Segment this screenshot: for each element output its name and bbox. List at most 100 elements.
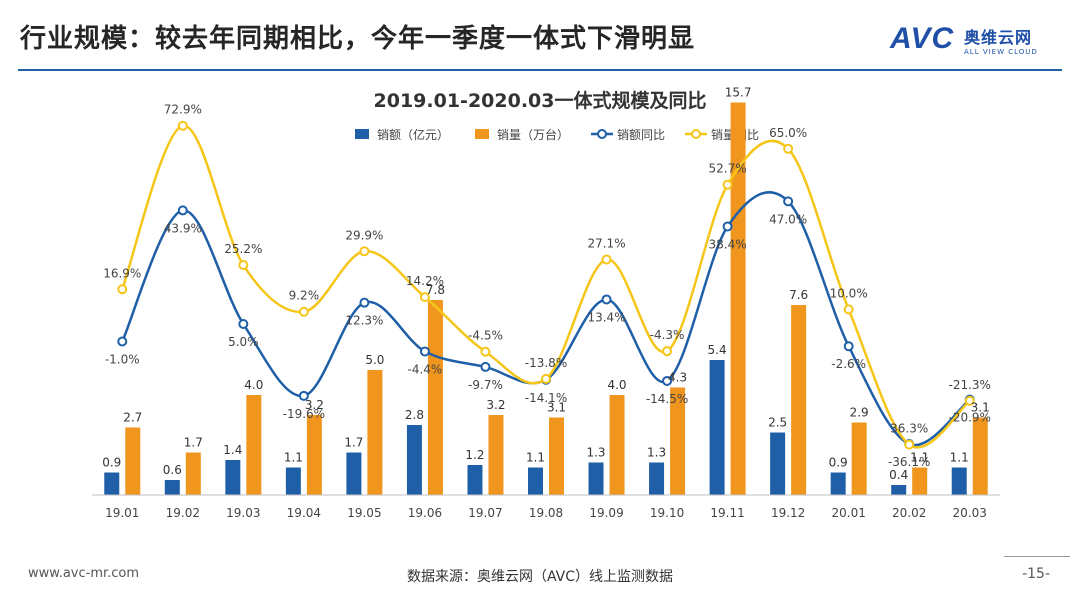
bar [972, 417, 988, 495]
line-value-label: 47.0% [769, 212, 807, 226]
legend-marker [691, 129, 701, 139]
logo-english-name: ALL VIEW CLOUD [964, 48, 1038, 56]
line-point [541, 373, 551, 384]
line-point [238, 260, 249, 271]
line-point [480, 361, 491, 372]
line-point [843, 304, 854, 315]
line-value-label: 13.4% [587, 310, 625, 324]
bar [770, 432, 786, 495]
bar [791, 305, 807, 495]
bar-value-label: 3.2 [305, 398, 324, 412]
bar-value-label: 1.1 [950, 451, 969, 465]
x-tick-label: 19.10 [650, 506, 684, 520]
chart-title: 2019.01-2020.03一体式规模及同比 [373, 90, 707, 112]
line-point [419, 346, 430, 357]
bar [125, 427, 141, 495]
legend-swatch [355, 129, 369, 139]
chart-legend: 销额（亿元） 销量（万台） 销额同比 销量同比 [355, 127, 759, 142]
bar [951, 467, 967, 495]
bar [709, 360, 725, 495]
bar-value-label: 1.3 [586, 446, 605, 460]
x-tick-label: 19.12 [771, 506, 805, 520]
bar-value-label: 1.4 [223, 443, 242, 457]
line-point [783, 143, 794, 154]
bar-value-label: 1.7 [184, 436, 203, 450]
line-value-label: -14.5% [646, 392, 688, 406]
x-tick-label: 20.01 [831, 506, 865, 520]
line-value-label: 36.3% [890, 422, 928, 436]
data-label-group: 0.9 0.6 1.4 1.1 1.7 2.8 1.2 1.1 1.3 1.3 5.4 2.5 0.9 0… [102, 86, 991, 483]
bar [830, 472, 846, 495]
line-value-label: -9.7% [468, 378, 503, 392]
bar [246, 395, 262, 495]
line-point [662, 375, 673, 386]
line-value-label: 72.9% [164, 103, 202, 117]
bar-value-label: 3.1 [547, 401, 566, 415]
avc-logo: AVC 奥维云网 ALL VIEW CLOUD [890, 22, 1060, 62]
bar-value-label: 2.9 [850, 406, 869, 420]
bar-value-label: 7.8 [426, 283, 445, 297]
bar [367, 370, 383, 495]
bar [891, 485, 907, 495]
bar-value-label: 1.7 [344, 436, 363, 450]
legend-item: 销额同比 [591, 128, 665, 142]
bar [427, 300, 443, 495]
line-point [964, 395, 975, 406]
bar [164, 480, 180, 495]
line-value-label: 16.9% [103, 266, 141, 280]
line-point [298, 306, 309, 317]
line-value-label: 12.3% [345, 314, 383, 328]
bar-value-label: 1.1 [526, 451, 545, 465]
x-tick-label: 19.02 [166, 506, 200, 520]
page-title: 行业规模：较去年同期相比，今年一季度一体式下滑明显 [20, 24, 696, 54]
footer-page-divider [1004, 556, 1070, 557]
page-number: -15- [1022, 566, 1050, 582]
bar [346, 452, 362, 495]
x-tick-label: 19.09 [589, 506, 623, 520]
line-value-label: 43.9% [164, 221, 202, 235]
bar [549, 417, 564, 495]
x-tick-label: 19.01 [105, 506, 139, 520]
line-series-group [117, 120, 975, 450]
line-value-label: 14.2% [406, 274, 444, 288]
line-value-label: -4.4% [408, 362, 443, 376]
x-tick-label: 19.07 [468, 506, 502, 520]
bar [851, 422, 867, 495]
bar-value-label: 5.4 [708, 343, 727, 357]
line-value-label: 10.0% [830, 286, 868, 300]
x-tick-label: 19.05 [347, 506, 381, 520]
line-value-label: 25.2% [224, 242, 262, 256]
bar-series-group [104, 102, 988, 495]
legend-item: 销额（亿元） [355, 127, 449, 142]
line-point [177, 205, 188, 216]
combo-chart: 销额（亿元） 销量（万台） 销额同比 销量同比 0.9 0.6 1.4 1.1 1.7 2.8 1… [92, 86, 1000, 520]
bar [588, 462, 604, 495]
bar [467, 465, 483, 495]
line-value-label: 38.4% [709, 237, 747, 251]
header-divider [18, 69, 1062, 71]
legend-marker [597, 129, 607, 139]
line-point [238, 319, 249, 329]
x-tick-label: 19.11 [710, 506, 744, 520]
line-value-label: 29.9% [345, 228, 383, 242]
bar-value-label: 5.0 [365, 353, 384, 367]
bar [609, 395, 625, 495]
bar-value-label: 2.7 [123, 411, 142, 425]
bar-value-label: 2.5 [768, 416, 787, 430]
line-value-label: -13.8% [525, 356, 567, 370]
bar-value-label: 4.0 [244, 378, 263, 392]
legend-label: 销额同比 [617, 128, 665, 142]
bar-value-label: 3.1 [971, 401, 990, 415]
bar-value-label: 2.8 [405, 408, 424, 422]
line-point [722, 179, 733, 190]
line-point [904, 439, 915, 450]
bar [528, 467, 543, 495]
legend-swatch [475, 129, 489, 139]
legend-label: 销量（万台） [497, 127, 569, 142]
line-point [843, 341, 854, 352]
line-value-label: -14.1% [525, 391, 567, 405]
x-tick-label: 19.04 [287, 506, 321, 520]
x-tick-label: 20.03 [953, 506, 987, 520]
bar [306, 415, 322, 495]
bar [912, 467, 928, 495]
